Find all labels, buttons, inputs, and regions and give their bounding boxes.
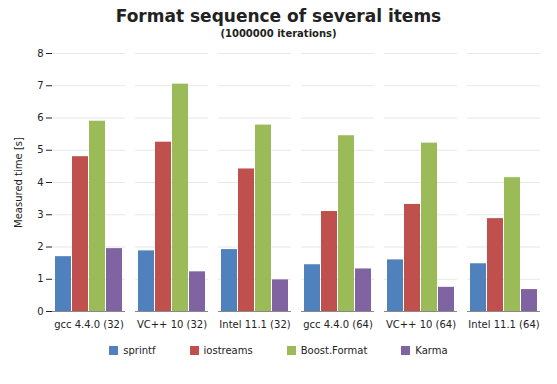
svg-text:gcc 4.4.0 (32): gcc 4.4.0 (32) — [54, 319, 124, 330]
svg-text:Intel 11.1 (64): Intel 11.1 (64) — [468, 319, 539, 330]
html-text:(1000000 iterations): (1000000 iterations) — [220, 28, 337, 39]
svg-text:6: 6 — [37, 112, 43, 123]
svg-text:5: 5 — [37, 144, 43, 155]
html-text:iostreams: iostreams — [203, 345, 253, 356]
html-text:Karma: Karma — [415, 345, 448, 356]
svg-text:3: 3 — [37, 209, 43, 220]
html-text:Boost.Format: Boost.Format — [300, 345, 368, 356]
svg-text:7: 7 — [37, 80, 43, 91]
svg-text:4: 4 — [37, 177, 43, 188]
svg-text:gcc 4.4.0 (64): gcc 4.4.0 (64) — [303, 319, 373, 330]
svg-text:0: 0 — [37, 306, 43, 317]
svg-text:Intel 11.1 (32): Intel 11.1 (32) — [219, 319, 290, 330]
svg-text:8: 8 — [37, 48, 43, 59]
svg-text:1: 1 — [37, 273, 43, 284]
svg-text:VC++ 10 (64): VC++ 10 (64) — [386, 319, 456, 330]
html-text:Format sequence of several ite: Format sequence of several items — [115, 6, 442, 26]
html-text:sprintf: sprintf — [123, 345, 156, 356]
svg-text:Measured time [s]: Measured time [s] — [13, 137, 24, 228]
svg-text:VC++ 10 (32): VC++ 10 (32) — [137, 319, 207, 330]
svg-text:2: 2 — [37, 241, 43, 252]
